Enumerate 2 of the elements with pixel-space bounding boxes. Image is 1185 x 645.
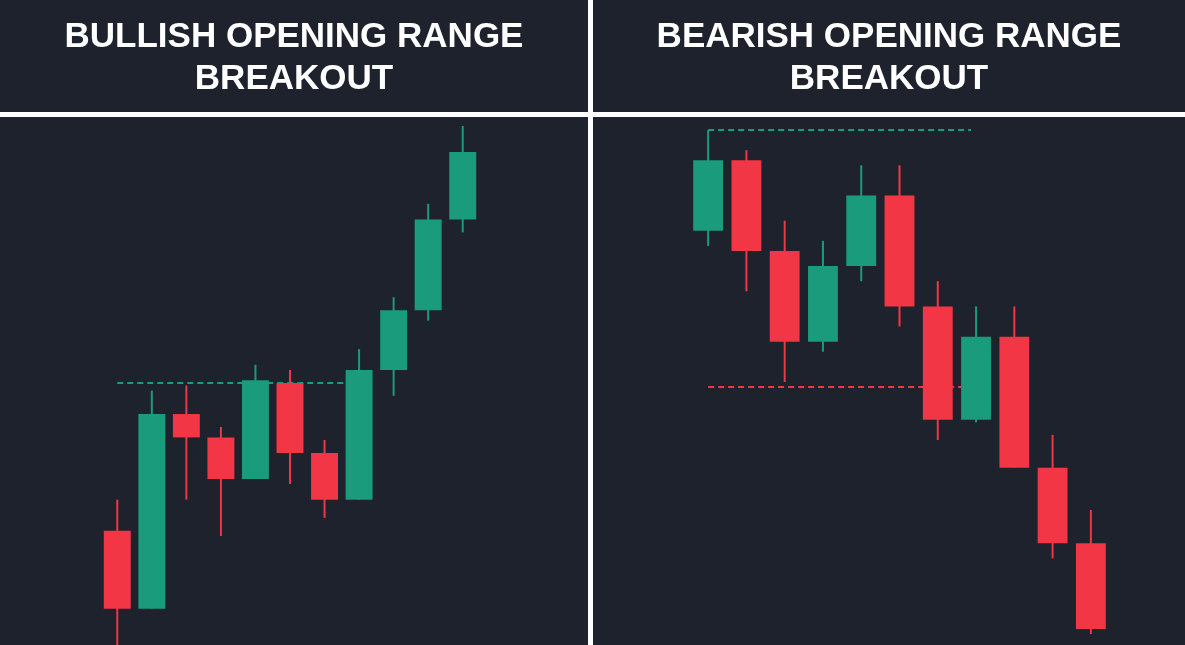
chart-title: BEARISH OPENING RANGE BREAKOUT bbox=[593, 0, 1185, 117]
chart-title: BULLISH OPENING RANGE BREAKOUT bbox=[0, 0, 588, 117]
